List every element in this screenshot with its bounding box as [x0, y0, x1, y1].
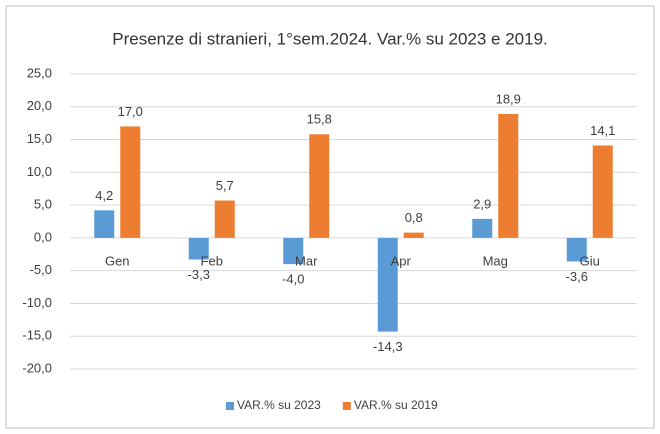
data-label: 2,9: [473, 196, 491, 211]
legend-swatch: [342, 402, 351, 410]
data-label: -4,0: [282, 272, 304, 287]
bar: [188, 237, 209, 260]
y-tick-label: 25,0: [27, 65, 52, 80]
y-tick-label: 20,0: [27, 98, 52, 113]
bar: [94, 210, 115, 238]
bar: [566, 237, 587, 262]
y-tick-label: 0,0: [34, 229, 52, 244]
data-label: 0,8: [405, 210, 423, 225]
data-label: -3,3: [188, 267, 210, 282]
data-label: 17,0: [118, 104, 143, 119]
y-tick-label: -15,0: [22, 328, 52, 343]
data-label: -14,3: [373, 339, 403, 354]
legend-label: VAR.% su 2019: [354, 398, 438, 412]
y-tick-label: 5,0: [34, 197, 52, 212]
data-label: 18,9: [496, 91, 521, 106]
y-tick-label: 10,0: [27, 164, 52, 179]
x-tick-label: Gen: [105, 253, 130, 268]
data-label: 15,8: [307, 112, 332, 127]
x-tick-label: Giu: [580, 253, 600, 268]
data-label: 4,2: [95, 188, 113, 203]
data-label: 5,7: [216, 178, 234, 193]
data-label: 14,1: [590, 123, 615, 138]
y-tick-label: 15,0: [27, 131, 52, 146]
y-tick-label: -10,0: [22, 295, 52, 310]
data-label: -3,6: [566, 269, 588, 284]
legend-swatch: [226, 402, 234, 410]
bar: [214, 200, 235, 238]
x-tick-label: Mar: [295, 253, 318, 268]
bar: [377, 237, 398, 332]
bar: [403, 232, 424, 238]
y-tick-label: -5,0: [30, 262, 52, 277]
legend-label: VAR.% su 2023: [237, 398, 321, 412]
bar: [472, 218, 493, 238]
bar: [498, 113, 519, 238]
x-tick-label: Feb: [201, 253, 223, 268]
x-tick-label: Mag: [483, 253, 508, 268]
bar: [120, 126, 141, 238]
bar: [283, 237, 304, 265]
bar: [592, 145, 613, 238]
y-tick-label: -20,0: [22, 360, 52, 375]
x-tick-label: Apr: [391, 253, 412, 268]
bar: [309, 134, 330, 238]
chart-title: Presenze di stranieri, 1°sem.2024. Var.%…: [112, 29, 548, 48]
